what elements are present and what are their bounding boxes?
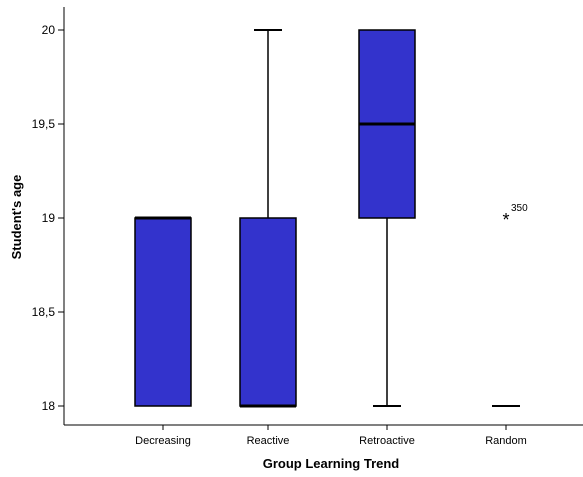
iqr-box [134, 217, 192, 407]
outlier-marker: * [502, 210, 509, 230]
axes [63, 7, 583, 426]
y-tick-label: 18,5 [32, 305, 56, 319]
x-tick-label: Retroactive [359, 435, 415, 447]
iqr-box [239, 217, 297, 407]
x-ticks: Decreasing Reactive Retroactive Random [135, 425, 527, 447]
x-tick-label: Decreasing [135, 435, 191, 447]
x-tick-label: Random [485, 435, 527, 447]
x-axis-label: Group Learning Trend [263, 456, 400, 471]
x-tick-label: Reactive [247, 435, 290, 447]
outlier-label: 350 [511, 203, 528, 214]
y-tick-label: 19 [42, 211, 56, 225]
boxes [134, 29, 520, 408]
box-reactive [239, 29, 297, 408]
y-ticks: 18 18,5 19 19,5 20 [32, 23, 64, 413]
y-tick-label: 19,5 [32, 117, 56, 131]
y-tick-label: 18 [42, 399, 56, 413]
outliers: *350 [502, 203, 528, 230]
box-decreasing [134, 216, 192, 407]
box-retroactive [358, 29, 416, 407]
y-axis-label: Student's age [9, 175, 24, 260]
y-tick-label: 20 [42, 23, 56, 37]
